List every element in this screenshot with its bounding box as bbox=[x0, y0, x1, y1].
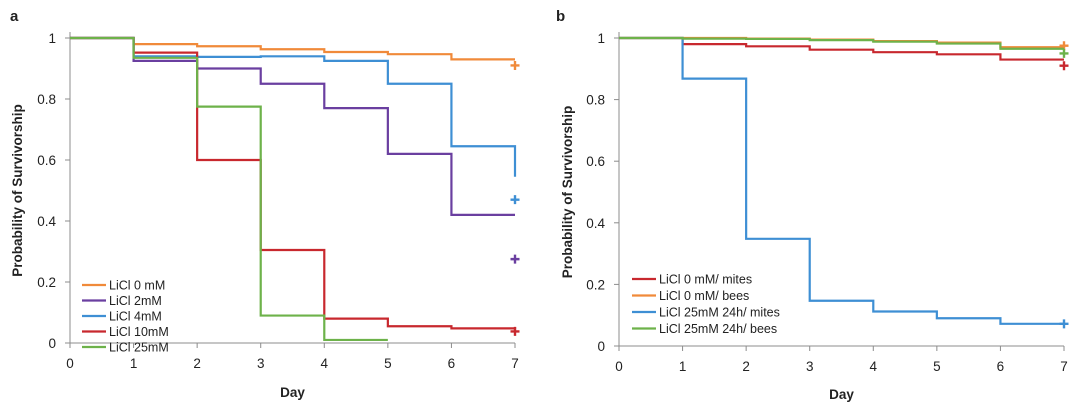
series-line-licl-2mm bbox=[70, 36, 515, 216]
x-tick-label: 0 bbox=[615, 359, 623, 374]
legend-label: LiCl 10mM bbox=[109, 325, 169, 339]
y-tick-label: 0.4 bbox=[586, 216, 605, 231]
x-tick-label: 4 bbox=[870, 359, 878, 374]
chart-panel-a: a 0 1 2 3 4 5 6 7 0 0.2 0.4 0.6 0.8 1 Day Probability of… bbox=[10, 8, 520, 400]
censor-marker bbox=[1059, 48, 1069, 58]
x-tick-label: 0 bbox=[66, 356, 74, 371]
y-tick-label: 0 bbox=[48, 336, 56, 351]
x-tick-label: 2 bbox=[193, 356, 201, 371]
x-tick-label: 5 bbox=[933, 359, 941, 374]
series-line-licl-0-mm-mites bbox=[619, 36, 1064, 61]
censor-marker bbox=[1059, 319, 1069, 329]
legend-label: LiCl 0 mM/ bees bbox=[659, 289, 749, 303]
censor-marker bbox=[510, 326, 520, 336]
x-tick-label: 1 bbox=[130, 356, 138, 371]
x-tick-label: 1 bbox=[679, 359, 687, 374]
y-tick-label: 1 bbox=[597, 31, 605, 46]
censor-marker bbox=[510, 60, 520, 70]
x-tick-label: 7 bbox=[511, 356, 519, 371]
x-tick-label: 7 bbox=[1060, 359, 1068, 374]
chart-panel-b: b 0 1 2 3 4 5 6 7 0 0.2 0.4 0.6 0.8 1 Day Probability of… bbox=[556, 8, 1069, 402]
x-tick-label: 3 bbox=[806, 359, 814, 374]
series-line-licl-25mm bbox=[70, 36, 388, 342]
censor-marker bbox=[510, 195, 520, 205]
y-tick-label: 0 bbox=[597, 339, 605, 354]
y-tick-label: 0.8 bbox=[586, 93, 605, 108]
series-line-licl-10mm bbox=[70, 36, 517, 330]
panel-letter: a bbox=[10, 8, 19, 25]
legend-label: LiCl 2mM bbox=[109, 294, 162, 308]
y-tick-label: 0.2 bbox=[37, 275, 56, 290]
x-tick-label: 6 bbox=[997, 359, 1005, 374]
legend-label: LiCl 4mM bbox=[109, 310, 162, 324]
censor-marker bbox=[510, 254, 520, 264]
y-tick-label: 0.6 bbox=[586, 154, 605, 169]
series-line-licl-25mm-24h-mites bbox=[619, 36, 1064, 325]
y-tick-label: 0.6 bbox=[37, 153, 56, 168]
legend-label: LiCl 25mM bbox=[109, 341, 169, 355]
x-tick-label: 6 bbox=[448, 356, 456, 371]
censor-marker bbox=[1059, 61, 1069, 71]
y-tick-label: 0.2 bbox=[586, 277, 605, 292]
legend-label: LiCl 0 mM bbox=[109, 279, 165, 293]
series-line-licl-0-mm bbox=[70, 36, 515, 61]
x-axis-title: Day bbox=[829, 387, 854, 402]
panel-letter: b bbox=[556, 8, 565, 25]
series-line-licl-25mm-24h-bees bbox=[619, 36, 1064, 50]
series-line-licl-4mm bbox=[70, 36, 517, 177]
y-axis-title: Probability of Survivorship bbox=[10, 104, 25, 277]
x-tick-label: 5 bbox=[384, 356, 392, 371]
legend-label: LiCl 25mM 24h/ mites bbox=[659, 306, 780, 320]
x-tick-label: 2 bbox=[742, 359, 750, 374]
y-tick-label: 0.4 bbox=[37, 214, 56, 229]
x-tick-label: 4 bbox=[321, 356, 329, 371]
y-tick-label: 0.8 bbox=[37, 92, 56, 107]
y-tick-label: 1 bbox=[48, 31, 56, 46]
legend-label: LiCl 25mM 24h/ bees bbox=[659, 322, 777, 336]
x-tick-label: 3 bbox=[257, 356, 265, 371]
y-axis-title: Probability of Survivorship bbox=[560, 106, 575, 279]
x-axis-title: Day bbox=[280, 385, 305, 400]
legend-label: LiCl 0 mM/ mites bbox=[659, 273, 752, 287]
